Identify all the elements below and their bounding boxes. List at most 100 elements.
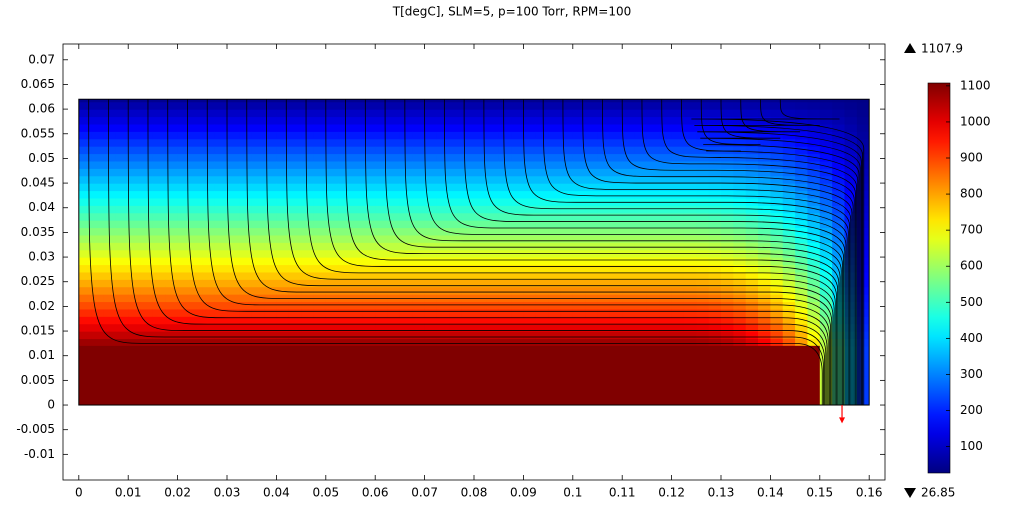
field-cell	[523, 316, 537, 325]
field-cell	[128, 257, 142, 266]
field-cell	[177, 99, 191, 103]
field-cell	[103, 227, 117, 236]
field-cell	[325, 227, 339, 236]
field-cell	[733, 308, 747, 317]
field-cell	[646, 308, 660, 317]
field-cell	[288, 123, 302, 132]
field-cell	[585, 271, 599, 280]
field-cell	[91, 234, 105, 243]
field-cell	[523, 301, 537, 310]
field-cell	[436, 197, 450, 206]
field-cell	[659, 175, 673, 184]
x-tick-label: 0.09	[510, 486, 537, 500]
field-cell	[338, 146, 352, 155]
field-cell	[227, 338, 240, 347]
field-cell	[227, 109, 240, 118]
field-cell	[511, 323, 524, 332]
field-cell	[288, 212, 302, 221]
field-cell	[412, 123, 426, 132]
field-cell	[523, 99, 537, 103]
field-cell	[140, 257, 154, 266]
field-cell	[412, 286, 426, 295]
field-cell	[733, 316, 747, 325]
field-cell	[795, 205, 809, 214]
field-cell	[696, 308, 710, 317]
field-cell	[399, 279, 413, 288]
field-cell	[758, 99, 771, 103]
field-cell	[78, 264, 92, 273]
field-cell	[856, 99, 870, 103]
field-cell	[399, 99, 413, 103]
field-cell	[251, 131, 265, 140]
field-cell	[683, 153, 697, 162]
y-tick-label: 0	[47, 398, 55, 412]
field-cell	[140, 242, 154, 251]
field-cell	[609, 146, 623, 155]
field-cell	[634, 212, 648, 221]
field-cell	[276, 279, 290, 288]
field-cell	[140, 316, 154, 325]
field-cell	[572, 153, 586, 162]
field-cell	[424, 316, 438, 325]
field-cell	[609, 212, 623, 221]
field-cell	[399, 160, 413, 169]
field-cell	[560, 264, 574, 273]
field-cell	[523, 257, 537, 266]
field-cell	[671, 205, 685, 214]
field-cell	[671, 271, 685, 280]
field-cell	[103, 146, 117, 155]
field-cell	[548, 227, 562, 236]
field-cell	[795, 123, 809, 132]
field-cell	[91, 286, 105, 295]
field-cell	[745, 123, 759, 132]
field-cell	[436, 175, 450, 184]
field-cell	[202, 160, 216, 169]
x-tick-label: 0.14	[757, 486, 784, 500]
field-cell	[350, 146, 364, 155]
streamline	[522, 99, 849, 406]
field-cell	[288, 220, 302, 229]
field-cell	[646, 220, 660, 229]
field-cell	[609, 101, 623, 110]
field-cell	[795, 146, 809, 155]
field-cell	[276, 109, 290, 118]
field-cell	[165, 212, 179, 221]
field-cell	[78, 286, 92, 295]
field-cell	[128, 264, 142, 273]
field-cell	[338, 264, 352, 273]
field-cell	[758, 146, 771, 155]
field-cell	[560, 257, 574, 266]
field-cell	[91, 205, 105, 214]
field-cell	[276, 338, 290, 347]
field-cell	[745, 212, 759, 221]
field-cell	[301, 146, 315, 155]
field-cell	[177, 338, 191, 347]
field-cell	[856, 175, 870, 184]
field-cell	[424, 257, 438, 266]
field-cell	[301, 308, 315, 317]
field-cell	[276, 101, 290, 110]
field-cell	[486, 190, 500, 199]
field-cell	[350, 286, 364, 295]
field-cell	[474, 175, 487, 184]
field-cell	[78, 271, 92, 280]
field-cell	[301, 123, 315, 132]
field-cell	[819, 146, 833, 155]
field-cell	[189, 160, 203, 169]
field-cell	[609, 220, 623, 229]
field-cell	[758, 168, 771, 177]
field-cell	[708, 316, 722, 325]
field-cell	[140, 264, 154, 273]
field-cell	[264, 316, 278, 325]
field-cell	[535, 338, 549, 347]
field-cell	[276, 249, 290, 258]
field-cell	[78, 99, 92, 103]
field-cell	[91, 123, 105, 132]
field-cell	[523, 234, 537, 243]
field-cell	[313, 338, 327, 347]
field-cell	[288, 338, 302, 347]
field-cell	[239, 99, 253, 103]
field-cell	[264, 109, 278, 118]
field-cell	[856, 382, 870, 391]
field-cell	[362, 131, 376, 140]
